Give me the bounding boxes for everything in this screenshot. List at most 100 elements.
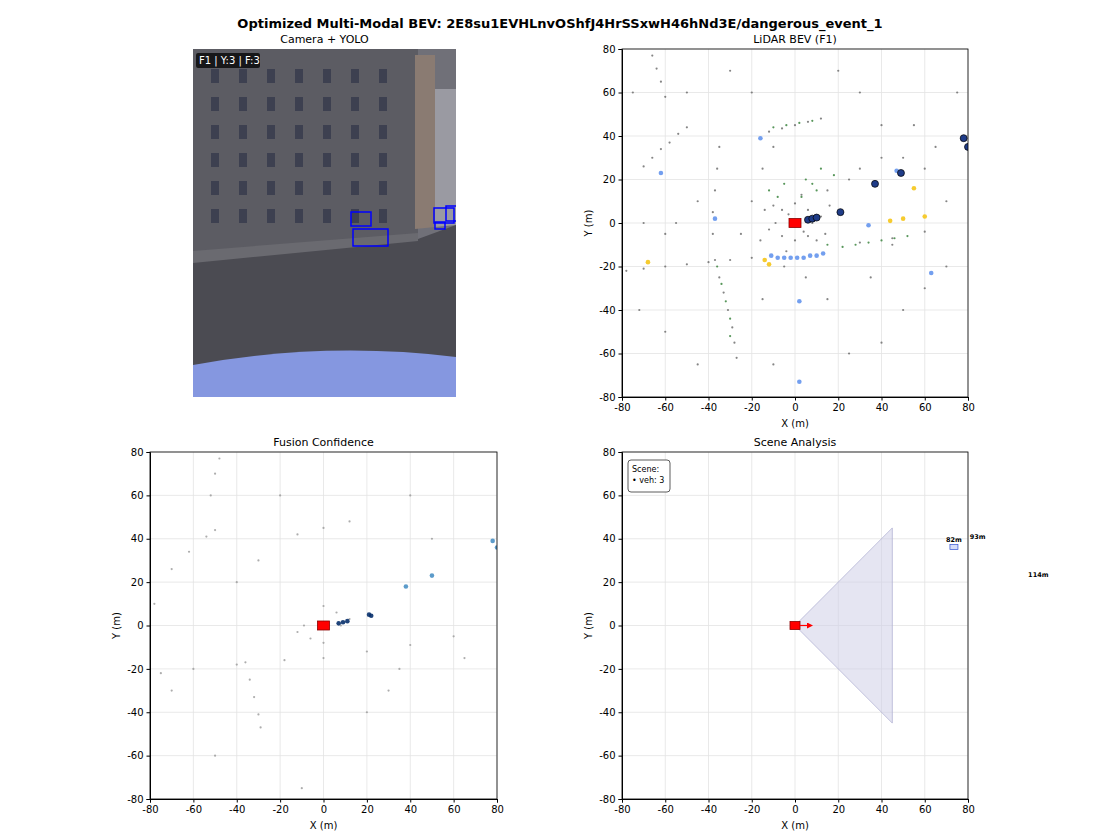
figure-title: Optimized Multi-Modal BEV: 2E8su1EVHLnvO… [237,16,882,32]
x-tick-label: -20 [744,804,760,815]
scene-info-text: • veh: 3 [632,476,664,485]
lidar-point [366,711,368,713]
series [318,621,330,630]
lidar-point [761,298,763,300]
y-tick-mark [619,49,623,50]
lidar-point [956,91,958,93]
x-tick-mark [968,397,969,401]
x-tick-label: -60 [186,804,202,815]
lidar-point [236,581,238,583]
grid-line-y [150,582,497,583]
point [490,539,495,544]
x-tick-mark [410,799,411,803]
y-tick: 40 [603,533,622,544]
window [267,209,275,223]
frame [622,452,968,799]
y-tick-label: -40 [127,707,143,718]
lidar-point [253,696,255,698]
y-tick-label: -20 [599,261,615,272]
grid-line-y [622,179,968,180]
window [239,153,247,167]
x-tick-mark [752,397,753,401]
y-tick-mark [619,354,623,355]
grid [622,49,968,397]
y-tick: 0 [137,620,150,631]
lidar-point [335,611,337,613]
lidar-point [798,122,800,124]
point [404,584,409,589]
scene-info: Scene:• veh: 3 [628,460,670,492]
window [211,97,219,111]
lidar-point [805,276,807,278]
lidar-point [668,141,670,143]
grid-line-y [622,266,968,267]
x-axis-line [151,800,498,803]
x-tick-mark [795,397,796,401]
x-tick-label: -80 [614,804,630,815]
y-tick: -40 [127,707,150,718]
detection-box [435,222,445,229]
x-tick-label: 80 [962,402,975,413]
vehicle [950,544,958,549]
lidar-point [686,126,688,128]
x-tick: 80 [962,397,975,413]
y-tick-label: 60 [131,490,144,501]
ego-vehicle [789,219,801,228]
y-tick: 20 [603,174,622,185]
window [323,153,331,167]
plot-background [150,452,497,799]
frame [622,49,968,397]
lidar-point [945,200,947,202]
x-tick-mark [925,799,926,803]
y-tick-mark [147,582,151,583]
y-tick-mark [147,495,151,496]
y-axis-line [619,50,623,398]
x-tick-mark [709,397,710,401]
x-tick: 40 [876,799,889,815]
y-tick-label: -60 [599,750,615,761]
y-tick-mark [619,539,623,540]
x-tick: 60 [448,799,461,815]
lidar-point [214,755,216,757]
y-tick-label: 0 [609,620,615,631]
lidar-point [387,689,389,691]
x-axis-title: X (m) [781,820,809,831]
window [379,153,387,167]
grid-line-y [622,495,968,496]
lidar-point [774,222,776,224]
series [404,539,497,589]
y-tick-label: -60 [599,348,615,359]
y-tick-label: -40 [599,707,615,718]
lidar-point [826,189,828,191]
lidar-point [686,91,688,93]
lidar-point [807,121,809,123]
point [797,379,802,384]
series [790,622,800,630]
x-tick: -60 [186,799,202,815]
lidar-point [781,235,783,237]
x-tick-mark [752,799,753,803]
lidar-point [781,127,783,129]
x-axis-line [623,800,969,803]
lidar-point [712,233,714,235]
road [193,225,456,397]
series [646,186,927,267]
window [323,97,331,111]
lidar-point [205,535,207,537]
window [323,125,331,139]
x-tick-label: 60 [919,402,932,413]
y-tick-mark [619,712,623,713]
lidar-point [768,131,770,133]
lidar-point [794,124,796,126]
grid-line-y [150,538,497,539]
y-tick-label: 40 [131,533,144,544]
lidar-point [322,642,324,644]
y-tick-label: -60 [127,750,143,761]
window [351,153,359,167]
window [267,153,275,167]
lidar-point [686,263,688,265]
point [341,620,346,625]
grid-line-y [150,712,497,713]
lidar-point [664,331,666,333]
x-tick-mark [237,799,238,803]
